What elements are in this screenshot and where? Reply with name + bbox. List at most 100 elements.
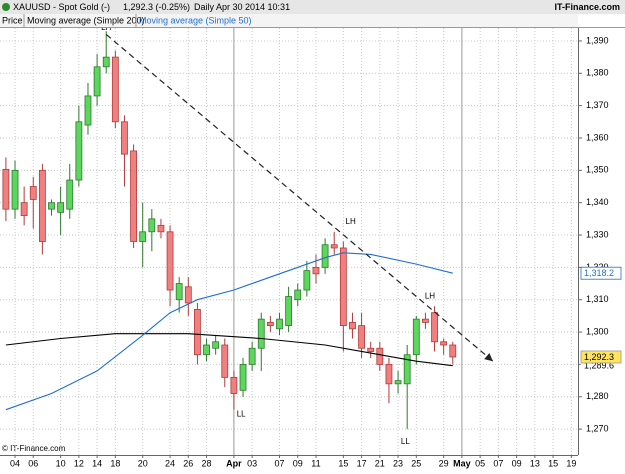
symbol: XAUUSD - Spot Gold (-) [13,2,110,12]
candle-body [184,286,192,304]
candle-body [349,321,356,330]
quote: 1,292.3 (-0.25%) [123,2,190,12]
candle-body [11,169,19,210]
x-tick-label: 05 [475,458,485,468]
annotation: LH [346,217,356,226]
y-tick-label: 1,300 [586,326,609,336]
candle-body [2,168,10,210]
x-tick-label: 26 [183,458,193,468]
x-tick-label: 13 [530,458,540,468]
candle-body [20,202,28,217]
candle-body [303,270,311,291]
annotation: LL [401,437,410,446]
x-tick-label: 23 [393,458,403,468]
x-tick-label: 20 [138,458,148,468]
value-tag-label: 1,292.3 [584,352,614,362]
candle-body [422,318,429,323]
candle-body [257,318,265,349]
x-tick-label: 10 [56,458,66,468]
candle-body [449,344,457,358]
x-tick-label: 15 [338,458,348,468]
x-tick-label: 25 [411,458,421,468]
ma-line [5,252,453,411]
x-tick-label: 11 [311,458,320,468]
trend-arrow [484,353,493,362]
candle-body [130,150,137,242]
candle-body [139,231,147,242]
candle-body [403,354,411,385]
x-tick-label: May [453,458,471,468]
candle-body [48,202,55,210]
x-tick-label: 19 [566,458,576,468]
period: Daily Apr 30 2014 10:31 [194,2,290,12]
y-tick-label: 1,340 [586,197,609,207]
candle-body [294,289,302,301]
candle-body [75,121,83,181]
annotation: LL [237,410,246,419]
candle-body [276,318,283,330]
candle-body [412,318,420,356]
candle-body [367,347,375,352]
candle-body [194,309,201,356]
candle-body [111,56,119,123]
x-tick-label: 03 [247,458,257,468]
header-bar [0,0,625,14]
x-tick-label: 09 [512,458,522,468]
legend-item: Moving average (Simple 200) [27,15,145,25]
candle-body [157,224,165,233]
legend-item: Price [2,15,23,25]
value-tag-label: 1,289.6 [584,361,614,371]
ma-line [5,333,453,367]
plot-area: LH LH LH LL LL [2,23,494,446]
y-tick-label: 1,320 [586,262,609,272]
candle-body [239,364,247,391]
legend-item: Moving average (Simple 50) [139,15,252,25]
candle-body [57,202,65,213]
y-tick-label: 1,370 [586,100,609,110]
x-tick-label: Apr [226,458,242,468]
footer: © IT-Finance.com [2,444,66,453]
y-tick-label: 1,350 [586,165,609,175]
candle-body [148,218,156,233]
y-tick-label: 1,310 [586,294,609,304]
annotation: LH [101,23,111,32]
x-tick-label: 12 [74,458,84,468]
x-tick-label: 07 [274,458,284,468]
candle-body [102,56,110,68]
y-tick-label: 1,330 [586,229,609,239]
candle-body [248,347,256,365]
candle-body [312,266,320,275]
x-tick-label: 09 [293,458,303,468]
y-tick-label: 1,360 [586,132,609,142]
candle-body [266,321,274,327]
x-tick-label: 06 [28,458,38,468]
candle-body [394,380,402,385]
y-tick-label: 1,380 [586,68,609,78]
candle-body [203,344,210,356]
annotation: LH [425,292,435,301]
candle-body [376,347,384,365]
candle-body [330,244,338,249]
candle-body [29,186,37,200]
trend-line [105,34,494,362]
y-tick-label: 1,390 [586,35,609,45]
x-tick-label: 24 [165,458,175,468]
candle-body [339,247,347,327]
candle-body [66,179,74,210]
candle-body [221,344,229,378]
candle-body [166,231,174,291]
value-tag-label: 1,318.2 [584,268,614,278]
x-tick-label: 17 [357,458,367,468]
candle-body [121,121,128,155]
candle-body [285,296,293,327]
y-tick-label: 1,270 [586,423,609,433]
x-tick-label: 18 [110,458,120,468]
x-tick-label: 14 [92,458,102,468]
x-tick-label: 28 [202,458,212,468]
x-tick-label: 21 [375,458,385,468]
candle-body [93,66,101,97]
candle-body [38,169,46,242]
candle-body [175,283,183,301]
